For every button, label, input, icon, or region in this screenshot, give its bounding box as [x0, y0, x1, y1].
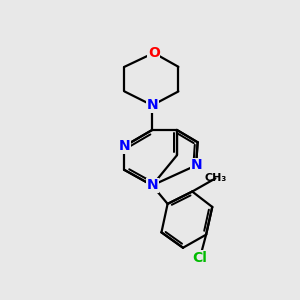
- Text: Cl: Cl: [193, 251, 207, 265]
- Text: N: N: [119, 139, 130, 153]
- Text: N: N: [146, 98, 158, 112]
- Text: N: N: [146, 178, 158, 192]
- Text: CH₃: CH₃: [204, 173, 226, 184]
- Text: N: N: [190, 158, 202, 172]
- Text: O: O: [148, 46, 160, 60]
